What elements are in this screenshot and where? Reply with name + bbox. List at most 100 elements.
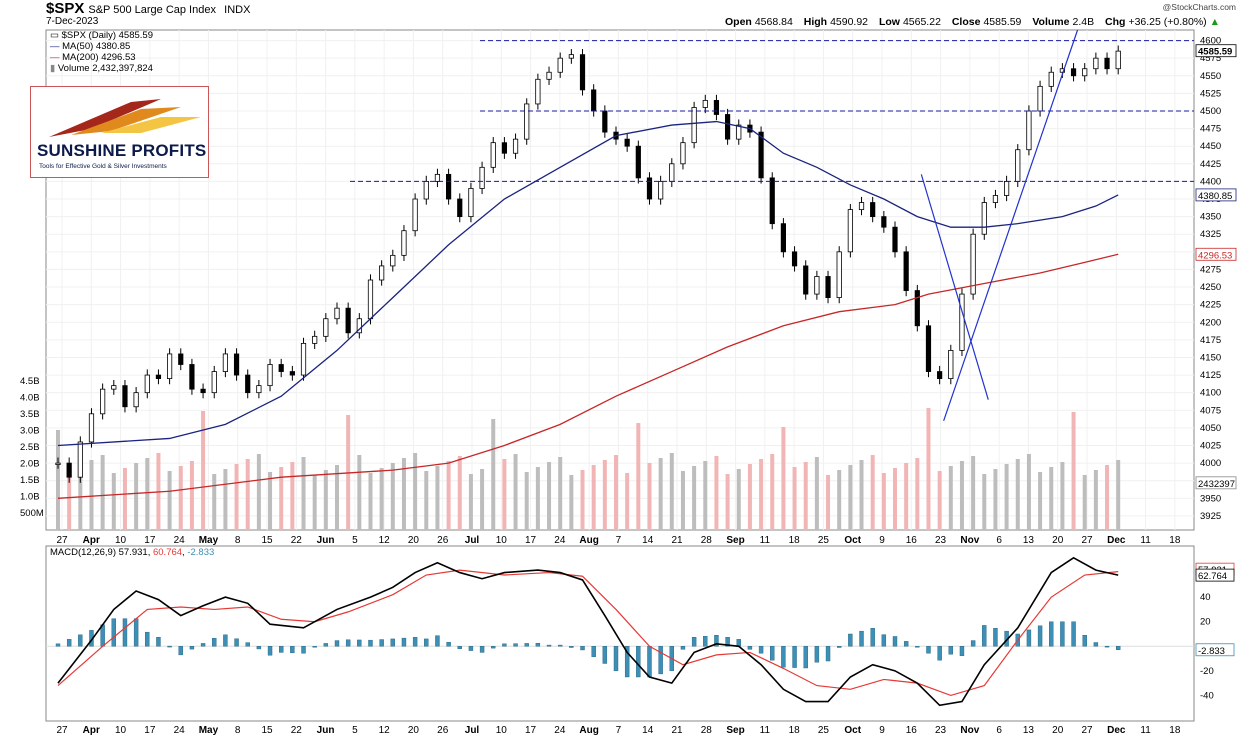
- candle-body: [858, 202, 865, 210]
- date-tick-label: Dec: [1107, 725, 1126, 736]
- price-tick-label: 4325: [1200, 229, 1221, 240]
- macd-marker-label: -2.833: [1198, 646, 1225, 657]
- candle-body: [1015, 149, 1021, 182]
- date-tick-label: 28: [701, 725, 713, 736]
- macd-histogram-bar: [390, 638, 395, 647]
- candle-body: [479, 166, 485, 189]
- macd-histogram-bar: [234, 638, 239, 647]
- volume-bar: [1071, 412, 1076, 530]
- macd-histogram-bar: [424, 638, 429, 647]
- candle-body: [245, 374, 251, 394]
- candle-body: [780, 223, 787, 253]
- macd-histogram-bar: [435, 635, 440, 647]
- date-tick-label: 22: [291, 535, 303, 546]
- date-tick-label: 18: [1169, 535, 1181, 546]
- volume-bar: [290, 462, 295, 530]
- macd-legend: MACD(12,26,9) 57.931, 60.764, -2.833: [50, 547, 215, 558]
- low-value: 4565.22: [902, 16, 941, 28]
- candle-body: [669, 163, 675, 182]
- candle-body: [937, 371, 943, 379]
- candle-body: [468, 188, 474, 218]
- candle-body: [736, 124, 742, 140]
- date-axis: 27 27 Apr Apr 10 10 17 17 24 24 May May 8 8 15 15 22 22 Ju…: [56, 535, 1180, 736]
- price-tick-label: 4350: [1200, 212, 1221, 223]
- date-tick-label: Dec: [1107, 535, 1126, 546]
- volume-bar: [547, 462, 552, 530]
- candle-body: [423, 181, 429, 200]
- ma50-line: [57, 120, 1119, 447]
- candle-body: [1093, 57, 1099, 70]
- volume-tick-label: 4.0B: [20, 393, 40, 404]
- macd-panel: -40-20204057.93162.764-2.833: [46, 556, 1235, 707]
- macd-marker: [1195, 643, 1235, 657]
- date-tick-label: 5: [352, 535, 358, 546]
- macd-histogram-bar: [156, 637, 161, 647]
- candle-body: [100, 388, 106, 415]
- macd-histogram-bar: [1026, 629, 1032, 647]
- price-tick-label: 4225: [1200, 300, 1221, 311]
- price-tick-label: 3950: [1200, 493, 1221, 504]
- date-tick-label: 9: [879, 535, 885, 546]
- macd-histogram-bar: [468, 646, 474, 651]
- macd-histogram-bar: [279, 646, 284, 653]
- candle-body: [200, 388, 206, 394]
- candle-body: [959, 293, 965, 351]
- date-tick-label: 7: [616, 535, 622, 546]
- volume-bar: [435, 466, 440, 530]
- date-tick-label: 9: [879, 725, 885, 736]
- volume-bar: [1105, 465, 1110, 530]
- date-tick-label: Nov: [960, 725, 979, 736]
- price-tick-label: 4450: [1200, 141, 1221, 152]
- volume-bar: [100, 455, 105, 530]
- macd-histogram-bar: [803, 646, 808, 669]
- volume-bar: [904, 463, 909, 530]
- macd-histogram-bar: [714, 635, 719, 647]
- volume-label: Volume: [1032, 16, 1070, 28]
- candle-body: [278, 364, 284, 372]
- volume-bar: [937, 471, 942, 530]
- open-value: 4568.84: [754, 16, 793, 28]
- price-tick-label: 4075: [1200, 405, 1221, 416]
- macd-histogram-bar: [301, 646, 306, 654]
- macd-histogram-bar: [546, 644, 552, 647]
- volume-bar: [647, 463, 652, 530]
- macd-histogram-bar: [703, 636, 708, 647]
- date-tick-label: 23: [935, 725, 947, 736]
- date-tick-label: 20: [408, 535, 420, 546]
- macd-histogram-bar: [122, 618, 128, 647]
- open-label: Open: [725, 16, 752, 28]
- macd-histogram-bar: [859, 630, 864, 647]
- candle-body: [803, 265, 809, 295]
- price-tick-label: 4125: [1200, 370, 1221, 381]
- candle-body: [111, 385, 117, 390]
- date-tick-label: 26: [437, 535, 449, 546]
- candle-body: [658, 181, 664, 200]
- date-tick-label: 11: [760, 725, 771, 736]
- candle-body: [535, 78, 541, 105]
- volume-bar: [480, 469, 485, 530]
- macd-histogram-bar: [624, 646, 630, 678]
- date-tick-label: 18: [789, 725, 801, 736]
- volume-bar: [1004, 464, 1009, 530]
- date-tick-label: 24: [554, 535, 566, 546]
- price-tick-label: 4275: [1200, 264, 1221, 275]
- macd-histogram-bar: [368, 639, 373, 647]
- volume-bar: [513, 454, 518, 530]
- volume-bar: [759, 459, 764, 530]
- macd-histogram-bar: [747, 646, 753, 650]
- down-trend-line: [920, 174, 989, 400]
- candle-body: [122, 385, 128, 408]
- volume-bar: [223, 469, 228, 530]
- volume-bar: [502, 459, 507, 530]
- macd-histogram-bar: [926, 646, 931, 654]
- candle-body: [1048, 71, 1054, 87]
- price-tick-label: 4025: [1200, 440, 1221, 451]
- date-tick-label: 24: [554, 725, 566, 736]
- date-tick-label: 24: [174, 535, 186, 546]
- volume-bar: [390, 463, 395, 530]
- macd-histogram-bar: [267, 646, 273, 656]
- volume-bar: [268, 472, 273, 530]
- volume-bar: [669, 453, 674, 530]
- price-tick-label: 4575: [1200, 53, 1221, 64]
- macd-histogram-bar: [502, 643, 507, 647]
